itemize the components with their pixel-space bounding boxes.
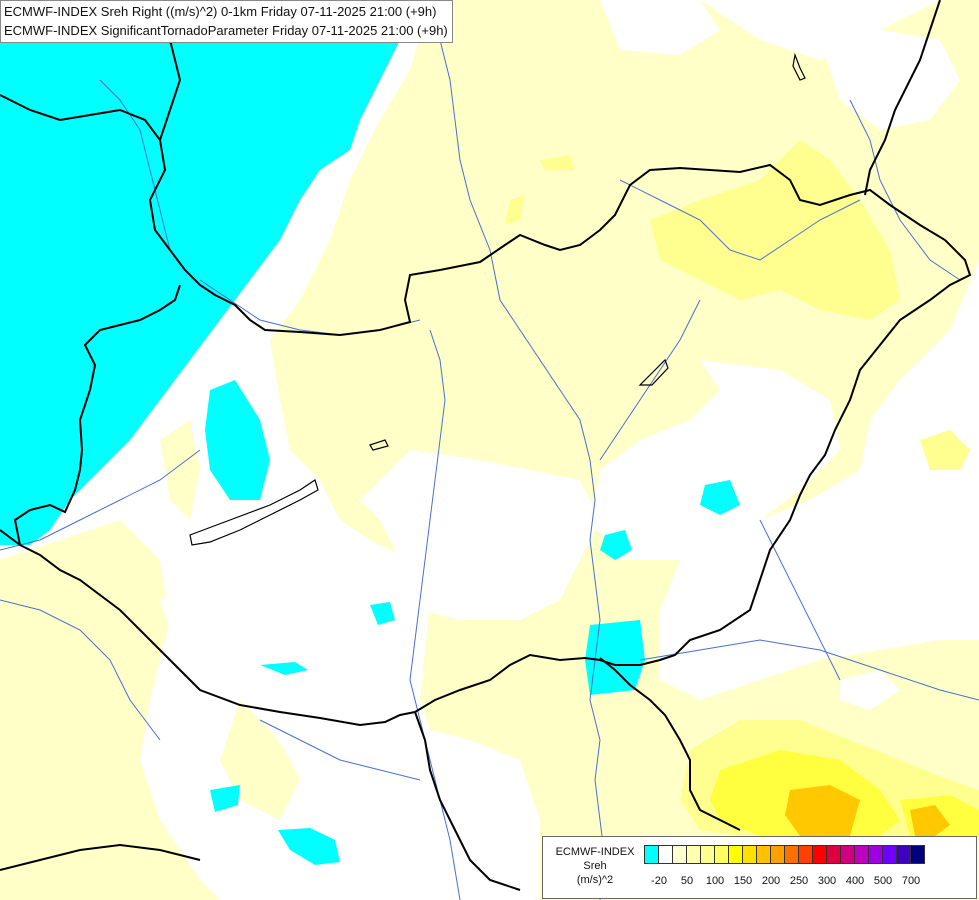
legend-swatch: [672, 845, 687, 864]
legend-swatch: [742, 845, 757, 864]
legend-swatch: [868, 845, 883, 864]
legend-tick-label: 50: [680, 875, 694, 887]
sreh-orange-areas: [785, 785, 950, 836]
legend-swatch: [686, 845, 701, 864]
legend-swatch: [854, 845, 869, 864]
legend-tick-label: 150: [733, 875, 753, 887]
legend-swatch: [700, 845, 715, 864]
legend-swatch: [714, 845, 729, 864]
legend-tick-label: 250: [789, 875, 809, 887]
legend-swatch: [798, 845, 813, 864]
legend-swatch: [770, 845, 785, 864]
legend-swatch: [784, 845, 799, 864]
legend-tick-label: 500: [873, 875, 893, 887]
legend-label: ECMWF-INDEX Sreh (m/s)^2: [547, 845, 643, 887]
legend-swatch: [840, 845, 855, 864]
legend-tick-label: 200: [761, 875, 781, 887]
legend-tick-label: 100: [705, 875, 725, 887]
sreh-neutral-areas: [160, 0, 960, 900]
legend-title: ECMWF-INDEX: [555, 846, 635, 858]
legend-tick-label: 700: [901, 875, 921, 887]
legend-swatch: [826, 845, 841, 864]
legend-tick-label: 300: [817, 875, 837, 887]
map-title-line1: ECMWF-INDEX Sreh Right ((m/s)^2) 0-1km F…: [4, 4, 437, 19]
legend-subtitle: Sreh: [583, 860, 607, 872]
map-title-line2: ECMWF-INDEX SignificantTornadoParameter …: [4, 23, 448, 38]
legend-ticks: -20 50 100 150 200 250 300 400 500 700: [645, 875, 975, 889]
legend-tick-label: -20: [651, 875, 667, 887]
legend-swatch: [896, 845, 911, 864]
legend-swatch: [882, 845, 897, 864]
legend-swatch: [728, 845, 743, 864]
legend-swatches: [644, 845, 925, 864]
lake-outlines: [189, 52, 806, 546]
legend-unit: (m/s)^2: [576, 874, 614, 886]
legend-swatch: [644, 845, 659, 864]
sreh-negative-cyan-areas: [0, 0, 740, 865]
legend-swatch: [812, 845, 827, 864]
color-legend: ECMWF-INDEX Sreh (m/s)^2 -20 50 100 150 200 2…: [542, 836, 977, 899]
legend-swatch: [756, 845, 771, 864]
legend-swatch: [910, 845, 925, 864]
map-title-box: ECMWF-INDEX Sreh Right ((m/s)^2) 0-1km F…: [0, 0, 453, 43]
legend-tick-label: 400: [845, 875, 865, 887]
legend-swatch: [658, 845, 673, 864]
